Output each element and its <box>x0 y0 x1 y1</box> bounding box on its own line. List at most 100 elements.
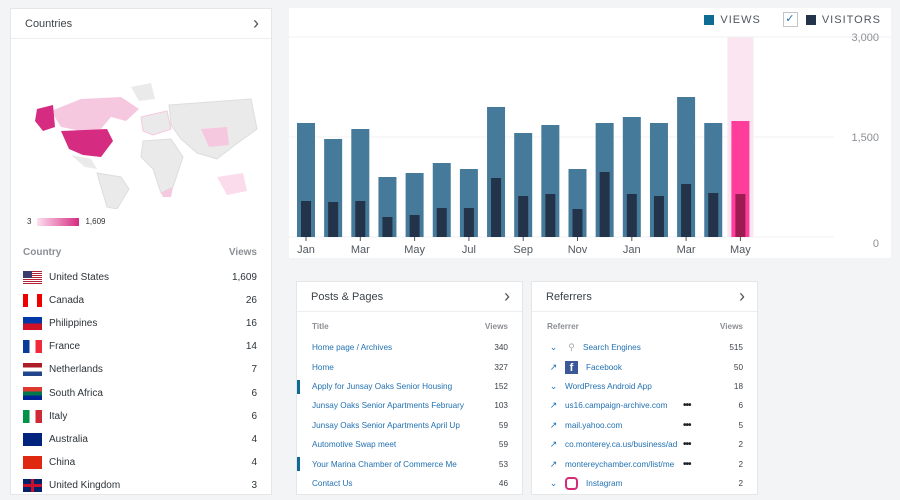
visitors-bar[interactable] <box>436 208 447 237</box>
chevron-down-icon[interactable]: ⌄ <box>549 342 558 353</box>
visitors-bar[interactable] <box>545 194 556 237</box>
referrer-views: 18 <box>733 381 743 391</box>
country-row[interactable]: United Kingdom 3 <box>23 474 257 497</box>
referrer-row[interactable]: ↗ co.monterey.ca.us/business/ad ••• 2 <box>547 435 743 454</box>
referrer-name[interactable]: Instagram <box>586 478 623 488</box>
more-icon[interactable]: ••• <box>683 400 692 412</box>
visitors-bar[interactable] <box>572 209 583 237</box>
referrer-name[interactable]: WordPress Android App <box>565 381 652 391</box>
post-row[interactable]: Junsay Oaks Senior Apartments February 10… <box>312 396 508 415</box>
post-row[interactable]: Contact Us 46 <box>312 474 508 493</box>
referrer-row[interactable]: ⌄ WordPress Android App 18 <box>547 377 743 396</box>
map-south-america <box>96 172 130 209</box>
posts-pages-card: Posts & Pages › Title Views Home page / Arc… <box>296 281 523 495</box>
external-link-icon[interactable]: ↗ <box>549 458 558 469</box>
views-swatch <box>704 14 715 25</box>
visitors-bar[interactable] <box>681 184 692 237</box>
countries-header[interactable]: Countries › <box>11 9 271 39</box>
countries-card: Countries › 3 1,609 Country Views United St… <box>10 8 272 495</box>
visitors-checkbox[interactable]: ✓ <box>782 12 798 27</box>
referrer-row[interactable]: ⌄ ⚲ Search Engines 515 <box>547 338 743 357</box>
visitors-bar[interactable] <box>355 201 366 237</box>
external-link-icon[interactable]: ↗ <box>549 419 558 430</box>
referrer-name[interactable]: Search Engines <box>583 343 641 353</box>
map-china <box>201 127 229 147</box>
visitors-bar[interactable] <box>382 217 393 237</box>
post-row[interactable]: Your Marina Chamber of Commerce Me 53 <box>297 454 508 473</box>
post-title-link[interactable]: Contact Us <box>312 478 353 488</box>
referrer-name[interactable]: mail.yahoo.com <box>565 420 623 430</box>
map-canada[interactable] <box>51 97 139 131</box>
referrer-name[interactable]: co.monterey.ca.us/business/ad <box>565 440 678 450</box>
post-row[interactable]: Junsay Oaks Senior Apartments April Up 59 <box>312 416 508 435</box>
post-title-link[interactable]: Automotive Swap meet <box>312 440 397 450</box>
visitors-bar[interactable] <box>463 208 474 237</box>
country-row[interactable]: Italy 6 <box>23 405 257 428</box>
posts-header[interactable]: Posts & Pages › <box>297 282 522 312</box>
visitors-bar[interactable] <box>491 178 502 237</box>
referrer-name[interactable]: montereychamber.com/list/me <box>565 459 675 469</box>
country-row[interactable]: Australia 4 <box>23 428 257 451</box>
visitors-bar[interactable] <box>735 194 746 237</box>
post-title-link[interactable]: Home page / Archives <box>312 343 393 353</box>
country-row[interactable]: United States 1,609 <box>23 266 257 289</box>
post-views: 59 <box>498 420 508 430</box>
post-title-link[interactable]: Junsay Oaks Senior Apartments February <box>312 401 464 411</box>
country-row[interactable]: France 14 <box>23 335 257 358</box>
x-tick-label: Mar <box>677 244 696 256</box>
chevron-down-icon[interactable]: ⌄ <box>549 477 558 488</box>
post-views: 59 <box>498 440 508 450</box>
facebook-icon: f <box>565 360 578 374</box>
countries-table: Country Views United States 1,609 Canada 26 P… <box>23 247 257 497</box>
visitors-bar[interactable] <box>599 172 610 237</box>
chevron-right-icon[interactable]: › <box>504 286 510 306</box>
country-row[interactable]: Philippines 16 <box>23 312 257 335</box>
post-row[interactable]: Home 327 <box>312 357 508 376</box>
post-title-link[interactable]: Home <box>312 362 334 372</box>
visitors-bar[interactable] <box>653 196 664 237</box>
external-link-icon[interactable]: ↗ <box>549 400 558 411</box>
post-row[interactable]: Apply for Junsay Oaks Senior Housing 152 <box>297 377 508 396</box>
referrer-row[interactable]: ⌄ Instagram 2 <box>547 474 743 493</box>
referrer-row[interactable]: ↗ montereychamber.com/list/me ••• 2 <box>547 454 743 473</box>
more-icon[interactable]: ••• <box>683 439 692 451</box>
country-row[interactable]: South Africa 6 <box>23 381 257 404</box>
referrer-name[interactable]: us16.campaign-archive.com <box>565 401 668 411</box>
referrer-name[interactable]: Facebook <box>586 362 622 372</box>
country-name: China <box>49 456 76 468</box>
visitors-bar[interactable] <box>409 215 420 237</box>
external-link-icon[interactable]: ↗ <box>549 439 558 450</box>
chevron-down-icon[interactable]: ⌄ <box>549 380 558 391</box>
more-icon[interactable]: ••• <box>683 458 692 470</box>
chevron-right-icon[interactable]: › <box>253 13 259 33</box>
country-views: 26 <box>245 295 257 307</box>
more-icon[interactable]: ••• <box>683 419 692 431</box>
post-title-link[interactable]: Apply for Junsay Oaks Senior Housing <box>312 381 453 391</box>
referrer-views: 2 <box>738 459 743 469</box>
post-title-link[interactable]: Junsay Oaks Senior Apartments April Up <box>312 420 460 430</box>
visitors-bar[interactable] <box>708 193 719 237</box>
post-row[interactable]: Automotive Swap meet 59 <box>312 435 508 454</box>
referrer-row[interactable]: ↗ f Facebook 50 <box>547 357 743 376</box>
world-map[interactable] <box>21 69 261 209</box>
external-link-icon[interactable]: ↗ <box>549 361 558 372</box>
country-row[interactable]: Canada 26 <box>23 289 257 312</box>
visitors-bar[interactable] <box>301 201 311 237</box>
country-views: 1,609 <box>231 272 257 284</box>
post-row[interactable]: Home page / Archives 340 <box>312 338 508 357</box>
post-views: 53 <box>498 459 508 469</box>
referrer-row[interactable]: ↗ mail.yahoo.com ••• 5 <box>547 416 743 435</box>
country-row[interactable]: China 4 <box>23 451 257 474</box>
x-tick-label: Jan <box>623 244 641 256</box>
referrers-header[interactable]: Referrers › <box>532 282 757 312</box>
referrer-row[interactable]: ↗ us16.campaign-archive.com ••• 6 <box>547 396 743 415</box>
chevron-right-icon[interactable]: › <box>739 286 745 306</box>
country-name: South Africa <box>49 387 103 399</box>
visitors-bar[interactable] <box>328 202 339 237</box>
country-row[interactable]: Netherlands 7 <box>23 358 257 381</box>
map-alaska[interactable] <box>35 105 55 131</box>
visitors-bar[interactable] <box>626 194 637 237</box>
visitors-bar[interactable] <box>518 196 529 237</box>
post-title-link[interactable]: Your Marina Chamber of Commerce Me <box>312 459 457 469</box>
map-usa[interactable] <box>61 129 113 157</box>
